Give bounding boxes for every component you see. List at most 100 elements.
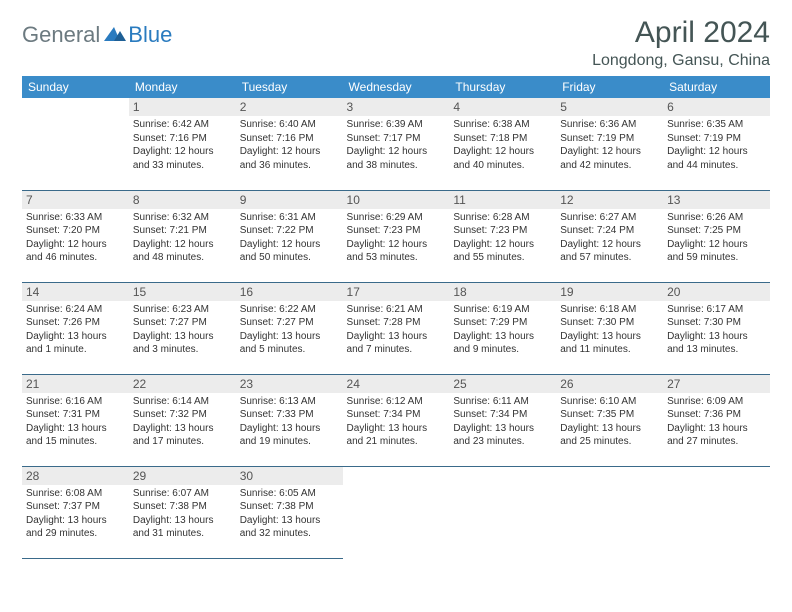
day-details: Sunrise: 6:21 AMSunset: 7:28 PMDaylight:… <box>347 303 446 357</box>
calendar-cell: 7 Sunrise: 6:33 AMSunset: 7:20 PMDaylight… <box>22 190 129 282</box>
calendar-cell: 24 Sunrise: 6:12 AMSunset: 7:34 PMDayligh… <box>343 374 450 466</box>
day-details: Sunrise: 6:07 AMSunset: 7:38 PMDaylight:… <box>133 487 232 541</box>
day-details: Sunrise: 6:19 AMSunset: 7:29 PMDaylight:… <box>453 303 552 357</box>
calendar-cell <box>343 466 450 558</box>
day-details: Sunrise: 6:13 AMSunset: 7:33 PMDaylight:… <box>240 395 339 449</box>
weekday-header: Monday <box>129 76 236 98</box>
day-number: 17 <box>343 283 450 301</box>
calendar-cell: 22 Sunrise: 6:14 AMSunset: 7:32 PMDayligh… <box>129 374 236 466</box>
day-number: 18 <box>449 283 556 301</box>
day-number: 27 <box>663 375 770 393</box>
calendar-cell: 14 Sunrise: 6:24 AMSunset: 7:26 PMDayligh… <box>22 282 129 374</box>
day-number: 13 <box>663 191 770 209</box>
day-number: 21 <box>22 375 129 393</box>
day-details: Sunrise: 6:10 AMSunset: 7:35 PMDaylight:… <box>560 395 659 449</box>
day-details: Sunrise: 6:36 AMSunset: 7:19 PMDaylight:… <box>560 118 659 172</box>
day-details: Sunrise: 6:39 AMSunset: 7:17 PMDaylight:… <box>347 118 446 172</box>
day-number: 5 <box>556 98 663 116</box>
day-number: 9 <box>236 191 343 209</box>
weekday-header: Saturday <box>663 76 770 98</box>
day-number: 1 <box>129 98 236 116</box>
calendar-cell: 23 Sunrise: 6:13 AMSunset: 7:33 PMDayligh… <box>236 374 343 466</box>
calendar-cell: 21 Sunrise: 6:16 AMSunset: 7:31 PMDayligh… <box>22 374 129 466</box>
weekday-header: Tuesday <box>236 76 343 98</box>
day-number: 24 <box>343 375 450 393</box>
header: General Blue April 2024 Longdong, Gansu,… <box>22 16 770 70</box>
day-details: Sunrise: 6:38 AMSunset: 7:18 PMDaylight:… <box>453 118 552 172</box>
day-number: 8 <box>129 191 236 209</box>
day-number: 4 <box>449 98 556 116</box>
calendar-cell: 8Sunrise: 6:32 AMSunset: 7:21 PMDaylight… <box>129 190 236 282</box>
day-number: 23 <box>236 375 343 393</box>
day-number: 19 <box>556 283 663 301</box>
day-details: Sunrise: 6:16 AMSunset: 7:31 PMDaylight:… <box>26 395 125 449</box>
day-details: Sunrise: 6:40 AMSunset: 7:16 PMDaylight:… <box>240 118 339 172</box>
calendar-header-row: SundayMondayTuesdayWednesdayThursdayFrid… <box>22 76 770 98</box>
calendar-cell: 4 Sunrise: 6:38 AMSunset: 7:18 PMDaylight… <box>449 98 556 190</box>
day-details: Sunrise: 6:27 AMSunset: 7:24 PMDaylight:… <box>560 211 659 265</box>
day-details: Sunrise: 6:33 AMSunset: 7:20 PMDaylight:… <box>26 211 125 265</box>
day-number: 22 <box>129 375 236 393</box>
calendar-cell: 15 Sunrise: 6:23 AMSunset: 7:27 PMDayligh… <box>129 282 236 374</box>
calendar-cell: 18 Sunrise: 6:19 AMSunset: 7:29 PMDayligh… <box>449 282 556 374</box>
day-number: 28 <box>22 467 129 485</box>
calendar-cell: 12 Sunrise: 6:27 AMSunset: 7:24 PMDayligh… <box>556 190 663 282</box>
location-text: Longdong, Gansu, China <box>592 52 770 70</box>
calendar-cell: 30Sunrise: 6:05 AMSunset: 7:38 PMDayligh… <box>236 466 343 558</box>
day-number: 16 <box>236 283 343 301</box>
day-number: 7 <box>22 191 129 209</box>
calendar-body: 1 Sunrise: 6:42 AMSunset: 7:16 PMDaylight… <box>22 98 770 558</box>
calendar-row: 1 Sunrise: 6:42 AMSunset: 7:16 PMDaylight… <box>22 98 770 190</box>
weekday-header: Thursday <box>449 76 556 98</box>
calendar-cell: 29 Sunrise: 6:07 AMSunset: 7:38 PMDayligh… <box>129 466 236 558</box>
calendar-cell: 28 Sunrise: 6:08 AMSunset: 7:37 PMDayligh… <box>22 466 129 558</box>
weekday-header: Friday <box>556 76 663 98</box>
calendar-cell <box>556 466 663 558</box>
weekday-header: Wednesday <box>343 76 450 98</box>
calendar-cell: 26 Sunrise: 6:10 AMSunset: 7:35 PMDayligh… <box>556 374 663 466</box>
calendar-cell: 13 Sunrise: 6:26 AMSunset: 7:25 PMDayligh… <box>663 190 770 282</box>
day-number: 11 <box>449 191 556 209</box>
calendar-cell: 6Sunrise: 6:35 AMSunset: 7:19 PMDaylight… <box>663 98 770 190</box>
day-number: 26 <box>556 375 663 393</box>
calendar-cell <box>449 466 556 558</box>
day-number: 25 <box>449 375 556 393</box>
day-details: Sunrise: 6:24 AMSunset: 7:26 PMDaylight:… <box>26 303 125 357</box>
calendar-cell: 17 Sunrise: 6:21 AMSunset: 7:28 PMDayligh… <box>343 282 450 374</box>
day-details: Sunrise: 6:31 AMSunset: 7:22 PMDaylight:… <box>240 211 339 265</box>
day-details: Sunrise: 6:29 AMSunset: 7:23 PMDaylight:… <box>347 211 446 265</box>
day-number: 10 <box>343 191 450 209</box>
day-details: Sunrise: 6:18 AMSunset: 7:30 PMDaylight:… <box>560 303 659 357</box>
day-details: Sunrise: 6:22 AMSunset: 7:27 PMDaylight:… <box>240 303 339 357</box>
calendar-row: 28 Sunrise: 6:08 AMSunset: 7:37 PMDayligh… <box>22 466 770 558</box>
day-number: 15 <box>129 283 236 301</box>
calendar-row: 7 Sunrise: 6:33 AMSunset: 7:20 PMDaylight… <box>22 190 770 282</box>
page-title: April 2024 <box>592 16 770 50</box>
day-details: Sunrise: 6:23 AMSunset: 7:27 PMDaylight:… <box>133 303 232 357</box>
title-block: April 2024 Longdong, Gansu, China <box>592 16 770 70</box>
calendar-row: 21 Sunrise: 6:16 AMSunset: 7:31 PMDayligh… <box>22 374 770 466</box>
calendar-cell: 3Sunrise: 6:39 AMSunset: 7:17 PMDaylight… <box>343 98 450 190</box>
day-details: Sunrise: 6:28 AMSunset: 7:23 PMDaylight:… <box>453 211 552 265</box>
calendar-cell: 1 Sunrise: 6:42 AMSunset: 7:16 PMDaylight… <box>129 98 236 190</box>
day-details: Sunrise: 6:05 AMSunset: 7:38 PMDaylight:… <box>240 487 339 541</box>
day-details: Sunrise: 6:42 AMSunset: 7:16 PMDaylight:… <box>133 118 232 172</box>
day-number: 14 <box>22 283 129 301</box>
day-details: Sunrise: 6:14 AMSunset: 7:32 PMDaylight:… <box>133 395 232 449</box>
day-details: Sunrise: 6:17 AMSunset: 7:30 PMDaylight:… <box>667 303 766 357</box>
day-number: 29 <box>129 467 236 485</box>
calendar-cell: 27Sunrise: 6:09 AMSunset: 7:36 PMDayligh… <box>663 374 770 466</box>
calendar-cell: 9 Sunrise: 6:31 AMSunset: 7:22 PMDaylight… <box>236 190 343 282</box>
calendar-cell: 2 Sunrise: 6:40 AMSunset: 7:16 PMDaylight… <box>236 98 343 190</box>
logo-text-blue: Blue <box>128 22 172 48</box>
logo-text-general: General <box>22 22 100 48</box>
day-number: 12 <box>556 191 663 209</box>
logo: General Blue <box>22 22 172 48</box>
day-number: 2 <box>236 98 343 116</box>
calendar-cell: 10 Sunrise: 6:29 AMSunset: 7:23 PMDayligh… <box>343 190 450 282</box>
weekday-header: Sunday <box>22 76 129 98</box>
day-details: Sunrise: 6:12 AMSunset: 7:34 PMDaylight:… <box>347 395 446 449</box>
day-details: Sunrise: 6:26 AMSunset: 7:25 PMDaylight:… <box>667 211 766 265</box>
day-details: Sunrise: 6:08 AMSunset: 7:37 PMDaylight:… <box>26 487 125 541</box>
calendar-row: 14 Sunrise: 6:24 AMSunset: 7:26 PMDayligh… <box>22 282 770 374</box>
